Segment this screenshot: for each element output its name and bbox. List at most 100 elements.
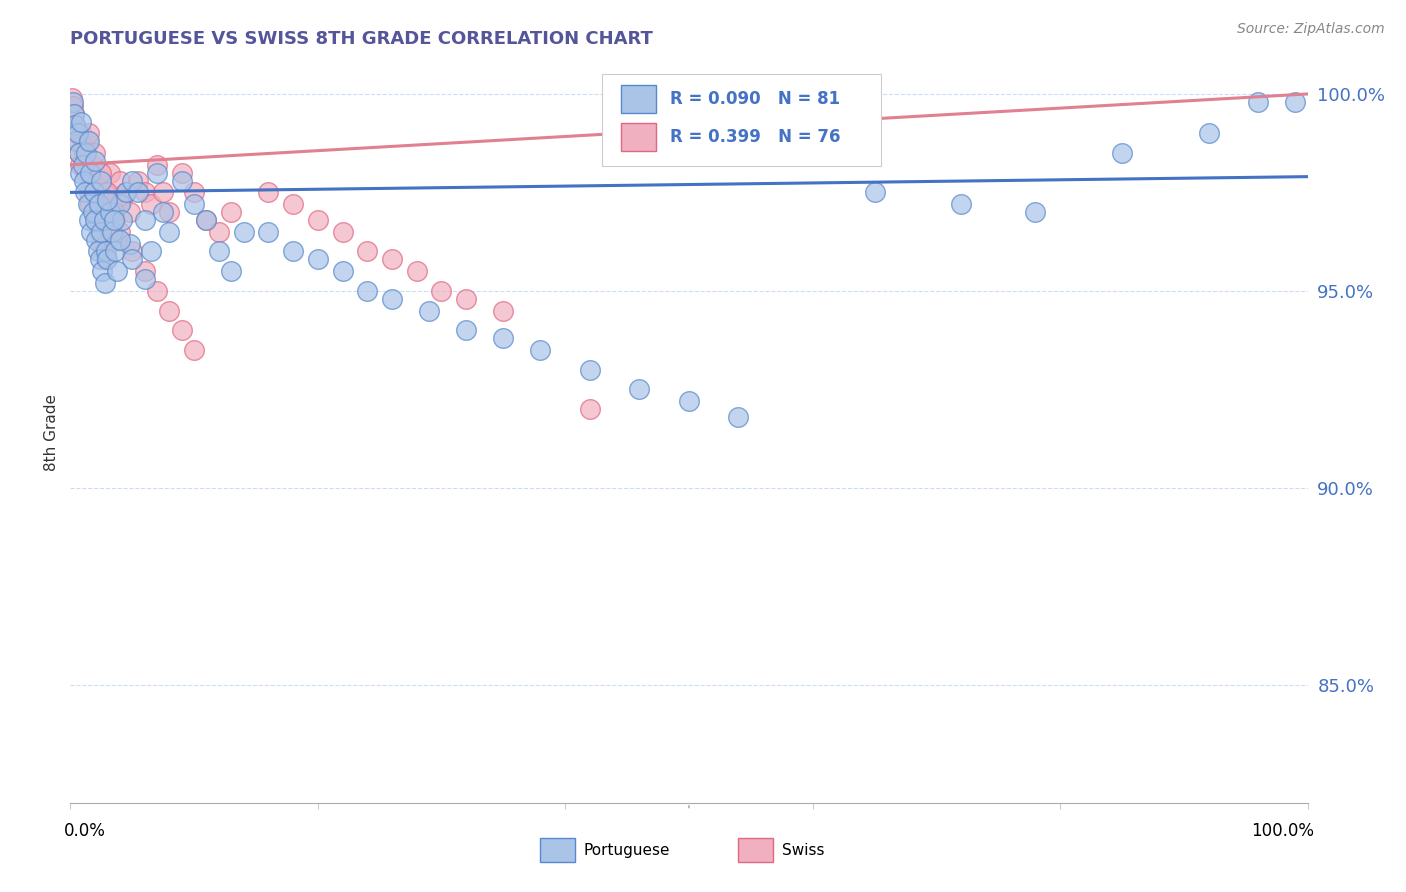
Point: [356, 244, 378, 259]
Point: [79, 197, 101, 211]
Point: [115, 186, 138, 200]
Point: [83, 186, 105, 200]
Point: [65, 119, 87, 133]
Point: [87, 225, 110, 239]
Point: [66, 134, 89, 148]
Point: [208, 225, 231, 239]
Text: R = 0.399   N = 76: R = 0.399 N = 76: [671, 128, 841, 146]
Point: [84, 213, 107, 227]
Point: [87, 197, 110, 211]
Point: [79, 166, 101, 180]
Point: [121, 252, 143, 267]
Point: [67, 146, 90, 161]
Point: [70, 114, 93, 128]
Point: [93, 213, 115, 227]
Point: [257, 225, 280, 239]
Text: Portuguese: Portuguese: [583, 844, 671, 858]
Point: [104, 244, 127, 259]
Point: [219, 264, 242, 278]
Point: [98, 166, 121, 180]
Point: [75, 166, 97, 180]
Point: [108, 225, 131, 239]
Point: [257, 186, 280, 200]
Point: [98, 205, 121, 219]
Point: [63, 106, 86, 120]
FancyBboxPatch shape: [738, 838, 773, 862]
Point: [430, 284, 453, 298]
Point: [82, 205, 104, 219]
Point: [75, 153, 97, 168]
Point: [170, 173, 193, 187]
Point: [307, 252, 329, 267]
Point: [90, 173, 112, 187]
Point: [332, 225, 354, 239]
Point: [86, 244, 108, 259]
Point: [96, 252, 118, 267]
Point: [80, 225, 103, 239]
Point: [628, 382, 651, 396]
Point: [492, 303, 515, 318]
Point: [101, 225, 124, 239]
Point: [90, 236, 112, 251]
Point: [579, 362, 602, 376]
Point: [66, 126, 89, 140]
Point: [62, 99, 84, 113]
Text: Swiss: Swiss: [782, 844, 824, 858]
Point: [195, 213, 218, 227]
Point: [63, 106, 86, 120]
Point: [281, 244, 304, 259]
Point: [84, 186, 107, 200]
Point: [72, 158, 94, 172]
Point: [104, 213, 127, 227]
Point: [529, 343, 551, 357]
Point: [579, 402, 602, 417]
Point: [84, 153, 107, 168]
Point: [111, 213, 134, 227]
Point: [76, 197, 98, 211]
Point: [77, 126, 100, 140]
Point: [77, 186, 100, 200]
Text: PORTUGUESE VS SWISS 8TH GRADE CORRELATION CHART: PORTUGUESE VS SWISS 8TH GRADE CORRELATIO…: [70, 29, 654, 47]
Point: [332, 264, 354, 278]
Point: [80, 173, 103, 187]
Point: [456, 323, 478, 337]
Point: [84, 146, 107, 161]
Point: [405, 264, 427, 278]
Point: [115, 186, 138, 200]
Point: [492, 331, 515, 345]
Text: 100.0%: 100.0%: [1251, 822, 1313, 840]
Point: [62, 95, 84, 109]
Point: [356, 284, 378, 298]
Point: [381, 252, 404, 267]
Point: [60, 91, 83, 105]
Point: [72, 138, 94, 153]
Point: [96, 252, 118, 267]
Point: [101, 197, 124, 211]
Text: 0.0%: 0.0%: [65, 822, 105, 840]
Point: [152, 186, 174, 200]
FancyBboxPatch shape: [602, 73, 880, 166]
Point: [183, 197, 205, 211]
Text: Source: ZipAtlas.com: Source: ZipAtlas.com: [1237, 22, 1385, 37]
Point: [90, 166, 112, 180]
Point: [84, 233, 107, 247]
Point: [73, 173, 96, 187]
Point: [121, 173, 143, 187]
Point: [183, 343, 205, 357]
Point: [105, 233, 128, 247]
Point: [82, 158, 104, 172]
Point: [170, 166, 193, 180]
Point: [90, 225, 112, 239]
Point: [146, 284, 169, 298]
Point: [1247, 95, 1270, 109]
FancyBboxPatch shape: [540, 838, 575, 862]
Point: [91, 213, 114, 227]
Point: [157, 205, 180, 219]
Point: [157, 225, 180, 239]
Point: [73, 146, 96, 161]
Point: [121, 244, 143, 259]
Point: [69, 166, 91, 180]
Point: [65, 134, 87, 148]
Point: [108, 197, 131, 211]
Point: [96, 186, 118, 200]
